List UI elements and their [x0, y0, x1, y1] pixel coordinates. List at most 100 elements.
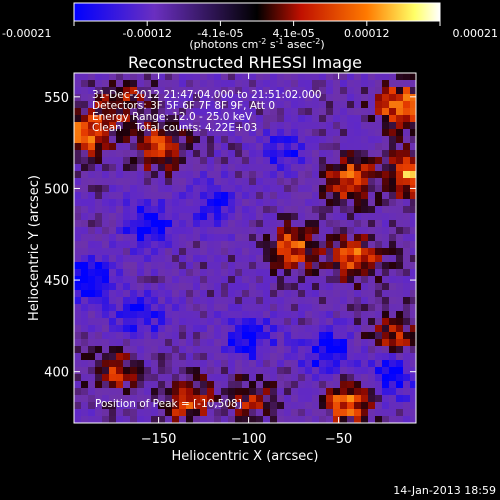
heatmap-cell [263, 157, 270, 164]
heatmap-cell [137, 157, 144, 164]
heatmap-cell [88, 304, 95, 311]
heatmap-cell [396, 255, 403, 262]
heatmap-cell [312, 416, 319, 423]
heatmap-cell [130, 199, 137, 206]
heatmap-cell [347, 122, 354, 129]
heatmap-cell [172, 416, 179, 423]
heatmap-cell [235, 241, 242, 248]
heatmap-cell [137, 269, 144, 276]
heatmap-cell [368, 108, 375, 115]
heatmap-cell [396, 290, 403, 297]
heatmap-cell [305, 227, 312, 234]
heatmap-cell [354, 283, 361, 290]
heatmap-cell [186, 353, 193, 360]
heatmap-cell [263, 164, 270, 171]
heatmap-cell [137, 122, 144, 129]
heatmap-cell [242, 129, 249, 136]
heatmap-cell [410, 122, 416, 129]
heatmap-cell [263, 80, 270, 87]
heatmap-cell [172, 241, 179, 248]
heatmap-cell [326, 108, 333, 115]
heatmap-cell [137, 164, 144, 171]
heatmap-cell [368, 311, 375, 318]
heatmap-cell [144, 192, 151, 199]
heatmap-cell [249, 164, 256, 171]
heatmap-cell [242, 192, 249, 199]
heatmap-cell [221, 381, 228, 388]
colorbar-ticks [73, 21, 441, 26]
heatmap-cell [95, 283, 102, 290]
heatmap-cell [340, 297, 347, 304]
heatmap-cell [221, 311, 228, 318]
heatmap-cell [298, 283, 305, 290]
colorbar-unit-label: (photons cm-2 s-1 asec-2) [189, 37, 324, 51]
heatmap-cell [228, 360, 235, 367]
heatmap-cell [116, 192, 123, 199]
heatmap-cell [179, 367, 186, 374]
heatmap-cell [354, 346, 361, 353]
heatmap-cell [144, 374, 151, 381]
heatmap-cell [228, 136, 235, 143]
heatmap-cell [249, 199, 256, 206]
heatmap-cell [312, 318, 319, 325]
heatmap-cell [319, 388, 326, 395]
heatmap-cell [130, 409, 137, 416]
heatmap-cell [95, 220, 102, 227]
heatmap-cell [389, 143, 396, 150]
heatmap-cell [284, 276, 291, 283]
heatmap-cell [200, 248, 207, 255]
heatmap-cell [256, 136, 263, 143]
heatmap-cell [179, 388, 186, 395]
heatmap-cell [347, 171, 354, 178]
heatmap-cell [207, 255, 214, 262]
heatmap-cell [179, 220, 186, 227]
heatmap-cell [396, 388, 403, 395]
heatmap-cell [151, 129, 158, 136]
heatmap-cell [130, 262, 137, 269]
heatmap-cell [116, 157, 123, 164]
heatmap-cell [193, 339, 200, 346]
heatmap-cell [270, 241, 277, 248]
heatmap-cell [249, 213, 256, 220]
heatmap-cell [123, 80, 130, 87]
heatmap-cell [361, 395, 368, 402]
heatmap-cell [277, 311, 284, 318]
heatmap-cell [340, 388, 347, 395]
heatmap-cell [291, 276, 298, 283]
heatmap-cell [361, 220, 368, 227]
heatmap-cell [88, 255, 95, 262]
heatmap-cell [389, 213, 396, 220]
heatmap-cell [333, 80, 340, 87]
heatmap-cell [88, 269, 95, 276]
heatmap-cell [347, 185, 354, 192]
heatmap-cell [375, 332, 382, 339]
heatmap-cell [249, 192, 256, 199]
heatmap-cell [340, 129, 347, 136]
heatmap-cell [340, 136, 347, 143]
heatmap-cell [102, 129, 109, 136]
heatmap-cell [116, 374, 123, 381]
heatmap-cell [186, 143, 193, 150]
heatmap-cell [200, 402, 207, 409]
heatmap-cell [158, 416, 165, 423]
y-tick-label: 500 [44, 182, 69, 197]
heatmap-cell [410, 157, 416, 164]
heatmap-cell [109, 192, 116, 199]
heatmap-cell [375, 262, 382, 269]
heatmap-cell [165, 290, 172, 297]
heatmap-cell [207, 311, 214, 318]
heatmap-cell [403, 325, 410, 332]
heatmap-cell [95, 395, 102, 402]
heatmap-cell [326, 206, 333, 213]
heatmap-cell [263, 276, 270, 283]
heatmap-cell [235, 388, 242, 395]
heatmap-cell [81, 108, 88, 115]
heatmap-cell [375, 346, 382, 353]
heatmap-cell [270, 346, 277, 353]
heatmap-cell [88, 101, 95, 108]
heatmap-cell [298, 87, 305, 94]
heatmap-cell [200, 262, 207, 269]
heatmap-cell [207, 402, 214, 409]
heatmap-cell [130, 227, 137, 234]
heatmap-cell [186, 129, 193, 136]
